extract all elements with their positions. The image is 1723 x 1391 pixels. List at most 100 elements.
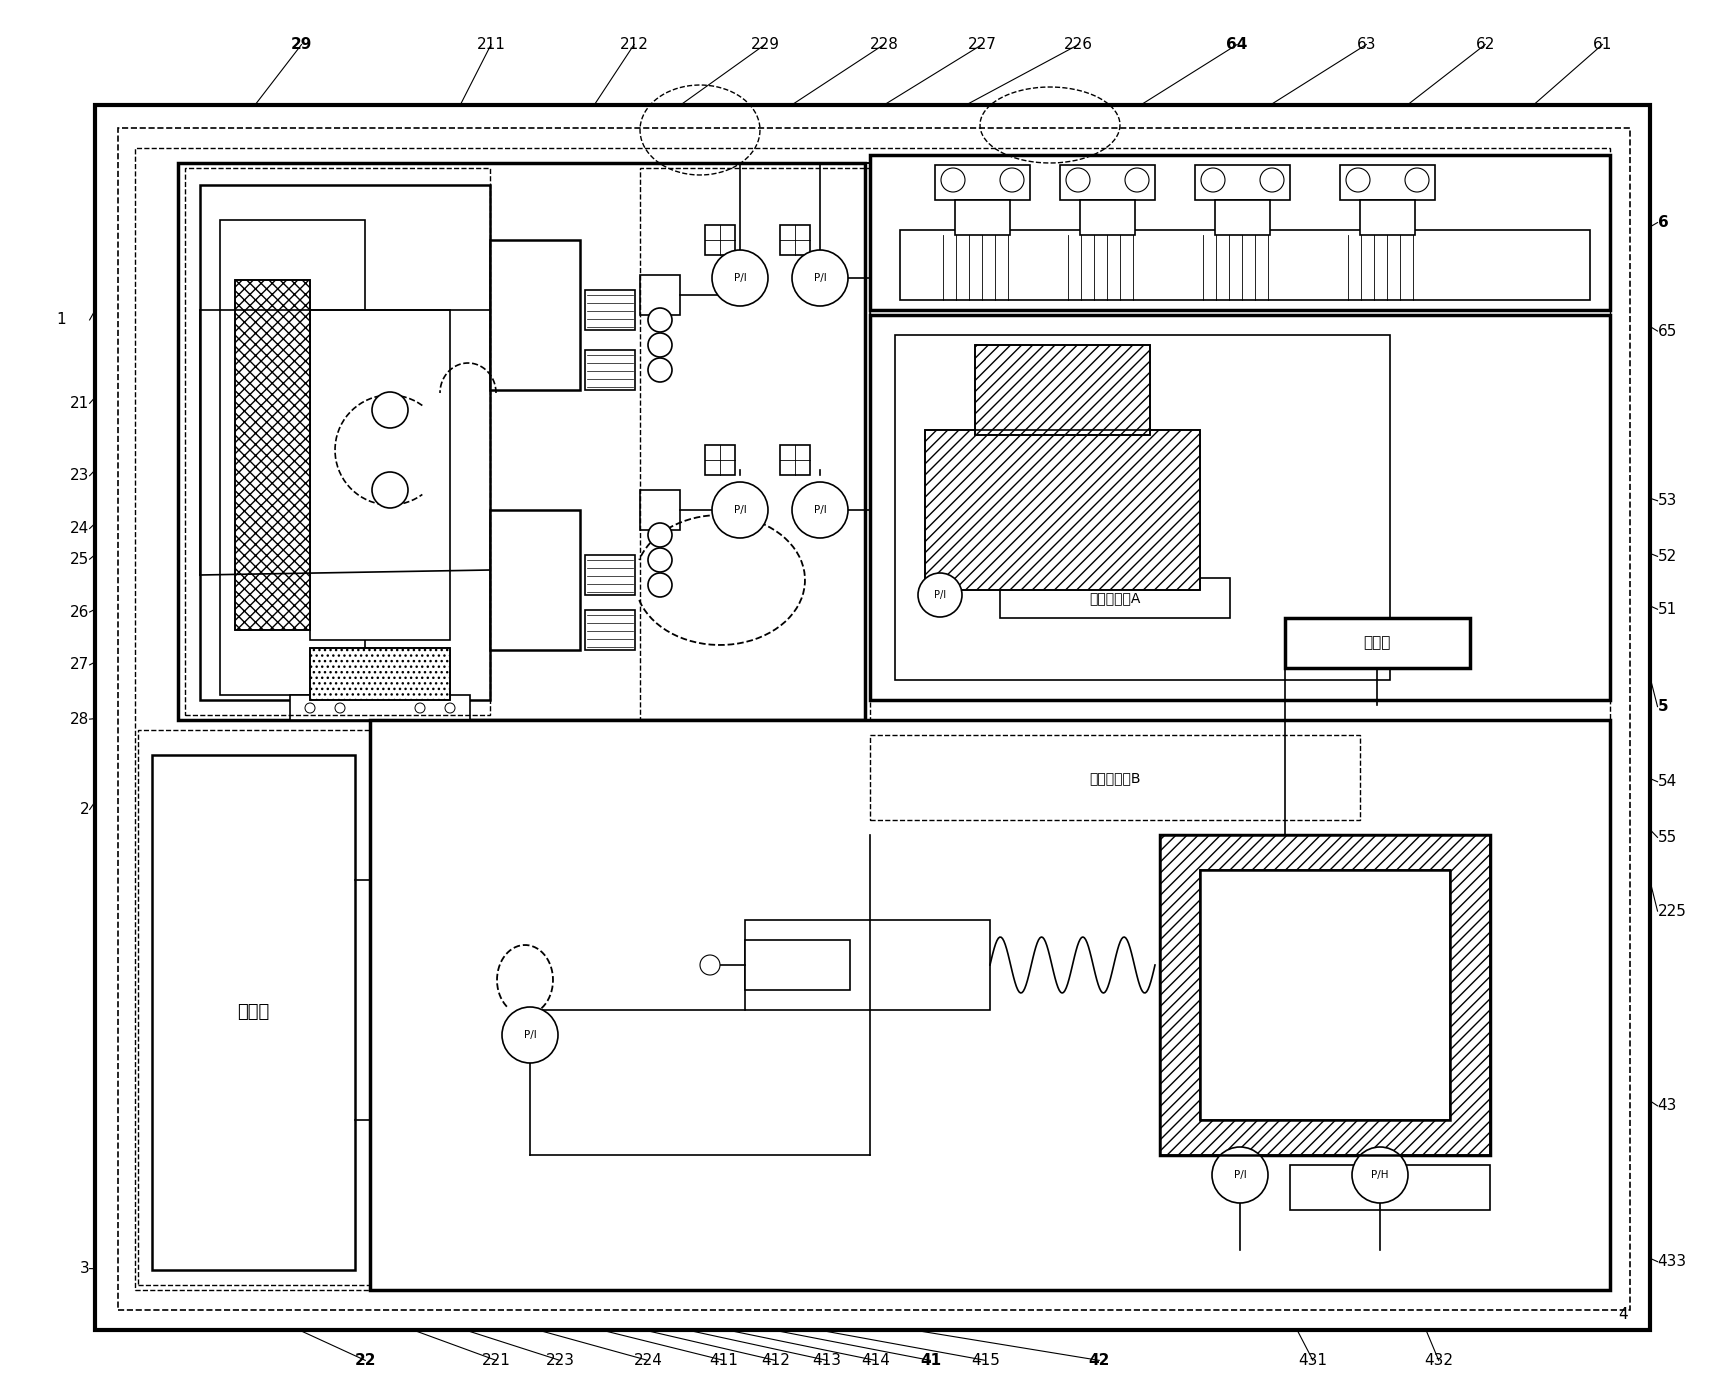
Bar	[489, 241, 581, 389]
Bar	[310, 310, 450, 640]
Bar	[586, 351, 636, 389]
Bar	[1215, 200, 1270, 235]
Text: 62: 62	[1475, 38, 1496, 51]
Circle shape	[1260, 168, 1284, 192]
Text: 5: 5	[1658, 700, 1668, 714]
Circle shape	[648, 548, 672, 572]
Circle shape	[501, 1007, 558, 1063]
Circle shape	[648, 357, 672, 383]
Circle shape	[445, 702, 455, 714]
Circle shape	[793, 483, 848, 538]
Bar	[134, 147, 1609, 1289]
Text: P/I: P/I	[934, 590, 946, 600]
Text: 226: 226	[1065, 38, 1092, 51]
Text: 223: 223	[546, 1353, 574, 1367]
Bar	[95, 104, 1651, 1330]
Bar	[310, 648, 450, 700]
Bar	[899, 230, 1590, 300]
Bar	[234, 280, 310, 630]
Bar	[705, 225, 736, 255]
Text: 压力源: 压力源	[1363, 636, 1390, 651]
Bar	[1199, 869, 1451, 1120]
Circle shape	[372, 392, 408, 428]
Circle shape	[648, 332, 672, 357]
Text: 52: 52	[1658, 549, 1676, 563]
Bar	[1340, 166, 1435, 200]
Circle shape	[648, 573, 672, 597]
Bar	[489, 510, 581, 650]
Text: 29: 29	[291, 38, 312, 51]
Text: 26: 26	[71, 605, 90, 619]
Bar	[894, 335, 1390, 680]
Text: 415: 415	[972, 1353, 999, 1367]
Text: 431: 431	[1299, 1353, 1327, 1367]
Bar	[870, 154, 1609, 310]
Bar	[975, 345, 1149, 435]
Text: 211: 211	[477, 38, 505, 51]
Text: 225: 225	[1658, 904, 1687, 918]
Bar	[705, 445, 736, 474]
Text: 25: 25	[71, 552, 90, 566]
Text: 227: 227	[968, 38, 996, 51]
Bar	[781, 445, 810, 474]
Circle shape	[305, 702, 315, 714]
Bar	[781, 225, 810, 255]
Bar	[1080, 200, 1135, 235]
Bar	[1285, 618, 1470, 668]
Bar	[870, 314, 1609, 700]
Circle shape	[1404, 168, 1428, 192]
Text: 63: 63	[1356, 38, 1377, 51]
Bar	[1291, 1166, 1490, 1210]
Text: 液压控制阀B: 液压控制阀B	[1089, 771, 1141, 785]
Bar	[639, 168, 870, 721]
Bar	[1060, 166, 1154, 200]
Circle shape	[999, 168, 1023, 192]
Circle shape	[1346, 168, 1370, 192]
Bar	[999, 579, 1230, 618]
Text: 3: 3	[79, 1262, 90, 1276]
Text: 24: 24	[71, 522, 90, 536]
Bar	[370, 721, 1609, 1289]
Text: 28: 28	[71, 712, 90, 726]
Text: 432: 432	[1425, 1353, 1452, 1367]
Bar	[586, 289, 636, 330]
Text: 6: 6	[1658, 216, 1668, 230]
Text: 控制器: 控制器	[236, 1003, 269, 1021]
Bar	[975, 345, 1149, 435]
Bar	[310, 648, 450, 700]
Bar	[925, 430, 1199, 590]
Text: 4: 4	[1618, 1308, 1628, 1321]
Bar	[152, 755, 355, 1270]
Text: 228: 228	[870, 38, 898, 51]
Text: P/I: P/I	[734, 273, 746, 282]
Text: 55: 55	[1658, 830, 1676, 844]
Text: 27: 27	[71, 658, 90, 672]
Text: 212: 212	[620, 38, 648, 51]
Text: 1: 1	[55, 313, 65, 327]
Text: 221: 221	[482, 1353, 510, 1367]
Text: 229: 229	[751, 38, 779, 51]
Text: 413: 413	[813, 1353, 841, 1367]
Text: 414: 414	[862, 1353, 889, 1367]
Bar	[586, 555, 636, 595]
Circle shape	[648, 523, 672, 547]
Circle shape	[1211, 1148, 1268, 1203]
Bar	[955, 200, 1010, 235]
Text: 42: 42	[1089, 1353, 1110, 1367]
Bar	[1160, 835, 1490, 1155]
Text: 22: 22	[355, 1353, 376, 1367]
Circle shape	[1067, 168, 1091, 192]
Text: 224: 224	[634, 1353, 662, 1367]
Text: 43: 43	[1658, 1099, 1676, 1113]
Bar	[744, 919, 991, 1010]
Text: 61: 61	[1592, 38, 1613, 51]
Bar	[1196, 166, 1291, 200]
Circle shape	[941, 168, 965, 192]
Text: 53: 53	[1658, 494, 1676, 508]
Bar	[177, 163, 865, 721]
Text: P/I: P/I	[734, 505, 746, 515]
Text: P/H: P/H	[1372, 1170, 1389, 1180]
Text: 41: 41	[920, 1353, 941, 1367]
Circle shape	[648, 307, 672, 332]
Circle shape	[415, 702, 426, 714]
